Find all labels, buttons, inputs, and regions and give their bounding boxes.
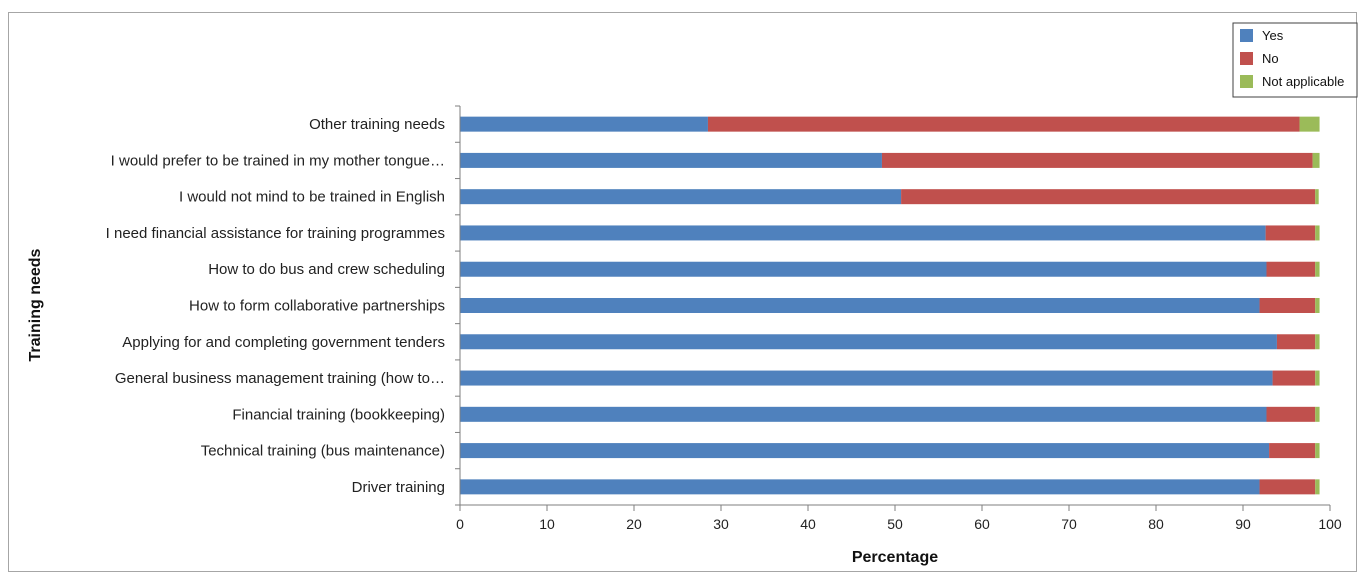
chart-frame: [8, 12, 1357, 572]
category-label-4: I need financial assistance for training…: [106, 225, 445, 242]
category-label-1: Other training needs: [309, 116, 445, 133]
legend-box: [1232, 22, 1358, 98]
category-label-11: Driver training: [352, 479, 445, 496]
bar-yes-10: [460, 443, 1270, 459]
bar-yes-1: [460, 116, 708, 132]
bar-no-7: [1276, 334, 1316, 350]
bar-no-11: [1259, 479, 1316, 495]
x-axis-title: Percentage: [852, 549, 938, 566]
bar-no-2: [881, 152, 1313, 168]
legend-swatch-no: [1240, 52, 1253, 65]
legend-label-yes: Yes: [1262, 28, 1284, 43]
category-label-7: Applying for and completing government t…: [122, 334, 445, 351]
bar-no-8: [1272, 370, 1316, 386]
bar-no-6: [1259, 298, 1316, 313]
legend-label-no: No: [1262, 51, 1279, 66]
bar-yes-5: [460, 261, 1267, 277]
bar-yes-6: [460, 298, 1260, 313]
bar-yes-3: [460, 189, 902, 205]
legend-label-not-applicable: Not applicable: [1262, 74, 1344, 89]
category-label-8: General business management training (ho…: [115, 370, 445, 387]
bar-not-applicable-4: [1315, 225, 1320, 241]
bar-no-9: [1266, 406, 1316, 422]
bar-not-applicable-11: [1315, 479, 1320, 495]
bar-no-10: [1269, 443, 1316, 459]
bar-yes-11: [460, 479, 1260, 495]
bar-no-1: [707, 116, 1300, 132]
x-tick-label-90: 90: [1235, 516, 1251, 532]
bar-not-applicable-9: [1315, 406, 1320, 422]
category-label-9: Financial training (bookkeeping): [232, 406, 445, 423]
bar-yes-2: [460, 152, 882, 168]
bar-not-applicable-10: [1315, 443, 1320, 459]
category-label-2: I would prefer to be trained in my mothe…: [111, 152, 445, 169]
x-tick-label-0: 0: [456, 516, 464, 532]
category-label-10: Technical training (bus maintenance): [201, 443, 445, 460]
category-label-6: How to form collaborative partnerships: [189, 298, 445, 315]
bar-not-applicable-3: [1315, 189, 1319, 205]
x-tick-label-30: 30: [713, 516, 729, 532]
bar-not-applicable-8: [1315, 370, 1320, 386]
bar-not-applicable-6: [1315, 298, 1320, 313]
x-tick-label-70: 70: [1061, 516, 1077, 532]
labels-layer: Other training needs I would prefer to be…: [106, 116, 1342, 532]
x-tick-label-60: 60: [974, 516, 990, 532]
bar-not-applicable-2: [1312, 152, 1320, 168]
x-tick-label-20: 20: [626, 516, 642, 532]
legend-swatch-yes: [1240, 29, 1253, 42]
x-tick-label-100: 100: [1318, 516, 1342, 532]
x-tick-label-10: 10: [539, 516, 555, 532]
x-tick-label-40: 40: [800, 516, 816, 532]
bar-not-applicable-5: [1315, 261, 1320, 277]
x-tick-label-50: 50: [887, 516, 903, 532]
legend: Yes No Not applicable: [1232, 22, 1358, 98]
bar-yes-7: [460, 334, 1277, 350]
bar-not-applicable-1: [1299, 116, 1320, 132]
bar-no-4: [1265, 225, 1316, 241]
category-label-5: How to do bus and crew scheduling: [208, 261, 445, 278]
axes-layer: [455, 105, 1331, 511]
bars-layer: [460, 116, 1320, 495]
bar-yes-9: [460, 406, 1267, 422]
bar-no-3: [901, 189, 1316, 205]
bar-yes-4: [460, 225, 1266, 241]
bar-not-applicable-7: [1315, 334, 1320, 350]
x-tick-label-80: 80: [1148, 516, 1164, 532]
y-axis-title: Training needs: [27, 248, 44, 361]
bar-yes-8: [460, 370, 1273, 386]
legend-swatch-not-applicable: [1240, 75, 1253, 88]
category-label-3: I would not mind to be trained in Englis…: [179, 189, 445, 206]
bar-no-5: [1266, 261, 1316, 277]
